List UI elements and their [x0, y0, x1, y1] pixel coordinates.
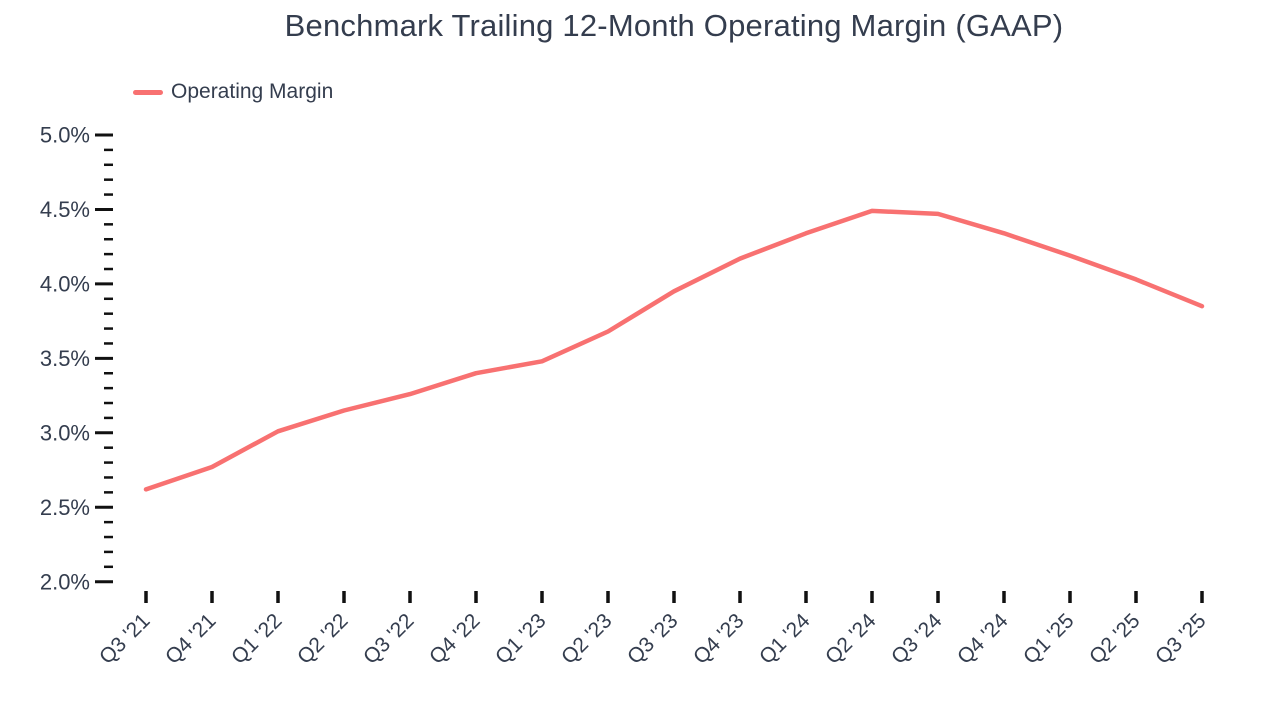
x-axis-label: Q4 '23: [689, 609, 749, 669]
x-axis-label: Q2 '23: [557, 609, 617, 669]
y-axis-label: 2.0%: [40, 569, 90, 594]
x-axis-label: Q1 '23: [491, 609, 551, 669]
y-axis-label: 3.5%: [40, 346, 90, 371]
x-axis-label: Q1 '22: [227, 609, 287, 669]
x-axis-label: Q4 '21: [161, 609, 221, 669]
x-axis-label: Q3 '25: [1151, 609, 1211, 669]
legend-line-swatch-icon: [133, 89, 163, 95]
x-axis-label: Q3 '22: [359, 609, 419, 669]
y-axis-label: 5.0%: [40, 123, 90, 148]
y-axis-label: 2.5%: [40, 495, 90, 520]
x-axis-label: Q4 '22: [425, 609, 485, 669]
y-axis-label: 4.0%: [40, 272, 90, 297]
x-axis-label: Q3 '24: [887, 609, 947, 669]
x-axis-label: Q3 '21: [95, 609, 155, 669]
x-axis-label: Q2 '24: [821, 609, 881, 669]
chart-title: Benchmark Trailing 12-Month Operating Ma…: [284, 8, 1064, 43]
x-axis-label: Q2 '22: [293, 609, 353, 669]
x-axis-label: Q2 '25: [1085, 609, 1145, 669]
y-axis-label: 3.0%: [40, 421, 90, 446]
x-axis-label: Q1 '25: [1019, 609, 1079, 669]
legend-label: Operating Margin: [171, 80, 334, 103]
x-axis-label: Q1 '24: [755, 609, 815, 669]
x-axis-label: Q4 '24: [953, 609, 1013, 669]
operating-margin-line: [143, 208, 1205, 492]
y-axis-label: 4.5%: [40, 197, 90, 222]
legend: Operating Margin: [133, 80, 333, 104]
x-axis-label: Q3 '23: [623, 609, 683, 669]
